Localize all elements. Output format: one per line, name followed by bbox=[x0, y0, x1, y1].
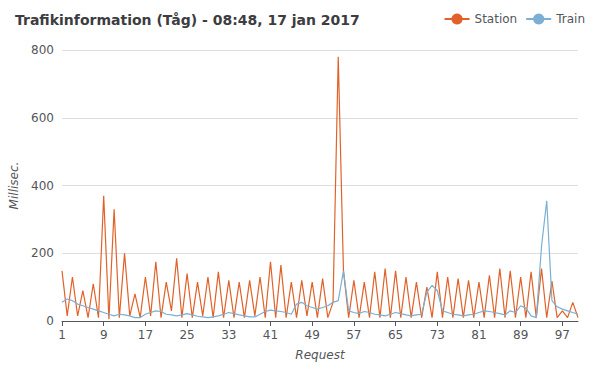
svg-text:Station: Station bbox=[475, 12, 518, 26]
svg-text:200: 200 bbox=[31, 246, 54, 260]
svg-text:Train: Train bbox=[555, 12, 585, 26]
svg-text:800: 800 bbox=[31, 43, 54, 57]
svg-text:9: 9 bbox=[100, 328, 108, 342]
svg-text:41: 41 bbox=[263, 328, 278, 342]
svg-text:81: 81 bbox=[471, 328, 486, 342]
svg-text:400: 400 bbox=[31, 179, 54, 193]
svg-text:73: 73 bbox=[430, 328, 445, 342]
svg-text:57: 57 bbox=[346, 328, 361, 342]
svg-text:1: 1 bbox=[58, 328, 66, 342]
svg-text:25: 25 bbox=[179, 328, 194, 342]
svg-text:Trafikinformation (Tåg) - 08:4: Trafikinformation (Tåg) - 08:48, 17 jan … bbox=[15, 12, 360, 28]
svg-text:33: 33 bbox=[221, 328, 236, 342]
svg-text:17: 17 bbox=[138, 328, 153, 342]
svg-text:600: 600 bbox=[31, 111, 54, 125]
svg-text:49: 49 bbox=[305, 328, 320, 342]
svg-text:Request: Request bbox=[295, 348, 346, 362]
svg-text:89: 89 bbox=[513, 328, 528, 342]
svg-text:Millisec.: Millisec. bbox=[7, 162, 21, 210]
svg-text:97: 97 bbox=[555, 328, 570, 342]
svg-text:65: 65 bbox=[388, 328, 403, 342]
svg-text:0: 0 bbox=[46, 314, 54, 328]
